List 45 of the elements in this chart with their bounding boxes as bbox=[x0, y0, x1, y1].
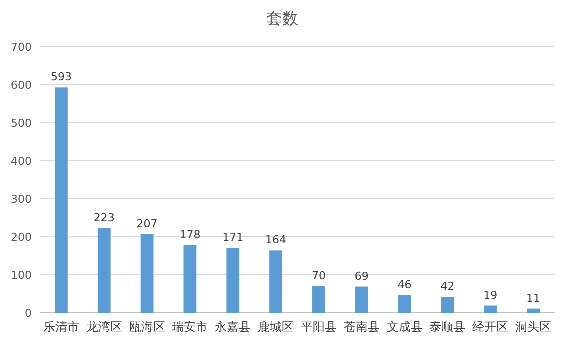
bar bbox=[140, 234, 154, 313]
y-tick-label: 100 bbox=[11, 269, 32, 282]
x-tick-label: 鹿城区 bbox=[258, 320, 294, 334]
x-tick-label: 平阳县 bbox=[300, 320, 337, 334]
bar bbox=[270, 250, 282, 313]
y-tick-label: 700 bbox=[11, 41, 32, 54]
x-tick-label: 文成县 bbox=[386, 320, 423, 334]
data-label: 178 bbox=[180, 228, 201, 242]
bar bbox=[184, 245, 197, 313]
y-tick-label: 400 bbox=[11, 155, 32, 168]
x-tick-label: 瓯海区 bbox=[129, 320, 166, 334]
bar bbox=[98, 228, 111, 313]
y-tick-label: 300 bbox=[11, 193, 32, 206]
data-label: 207 bbox=[136, 217, 158, 230]
data-label: 593 bbox=[50, 70, 72, 84]
data-label: 223 bbox=[94, 211, 115, 224]
data-label: 171 bbox=[222, 231, 244, 244]
bar bbox=[484, 306, 498, 313]
x-tick-label: 乐清市 bbox=[43, 320, 80, 334]
bar bbox=[355, 286, 368, 313]
data-label: 69 bbox=[354, 270, 369, 283]
y-tick-label: 500 bbox=[11, 117, 32, 130]
x-tick-label: 龙湾区 bbox=[86, 320, 122, 334]
data-label: 70 bbox=[312, 269, 326, 282]
x-tick-label: 苍南县 bbox=[344, 320, 380, 334]
data-label: 19 bbox=[484, 288, 498, 302]
data-label: 42 bbox=[440, 280, 455, 294]
x-tick-label: 经开区 bbox=[472, 320, 509, 334]
x-tick-label: 永嘉县 bbox=[215, 320, 252, 334]
y-tick-label: 0 bbox=[25, 307, 32, 320]
bar bbox=[398, 296, 412, 313]
x-tick-label: 洞头区 bbox=[516, 320, 552, 334]
x-tick-label: 泰顺县 bbox=[430, 320, 466, 334]
bar bbox=[312, 286, 326, 313]
bar bbox=[55, 88, 68, 313]
bar bbox=[527, 308, 540, 313]
data-label: 46 bbox=[398, 278, 412, 292]
bar bbox=[441, 297, 454, 313]
data-label: 11 bbox=[526, 292, 541, 305]
y-tick-label: 200 bbox=[11, 231, 32, 244]
data-label: 164 bbox=[266, 234, 287, 247]
chart-title: 套数 bbox=[266, 9, 298, 28]
y-tick-label: 600 bbox=[11, 79, 32, 92]
bar bbox=[226, 248, 240, 313]
x-tick-label: 瑞安市 bbox=[172, 320, 208, 334]
